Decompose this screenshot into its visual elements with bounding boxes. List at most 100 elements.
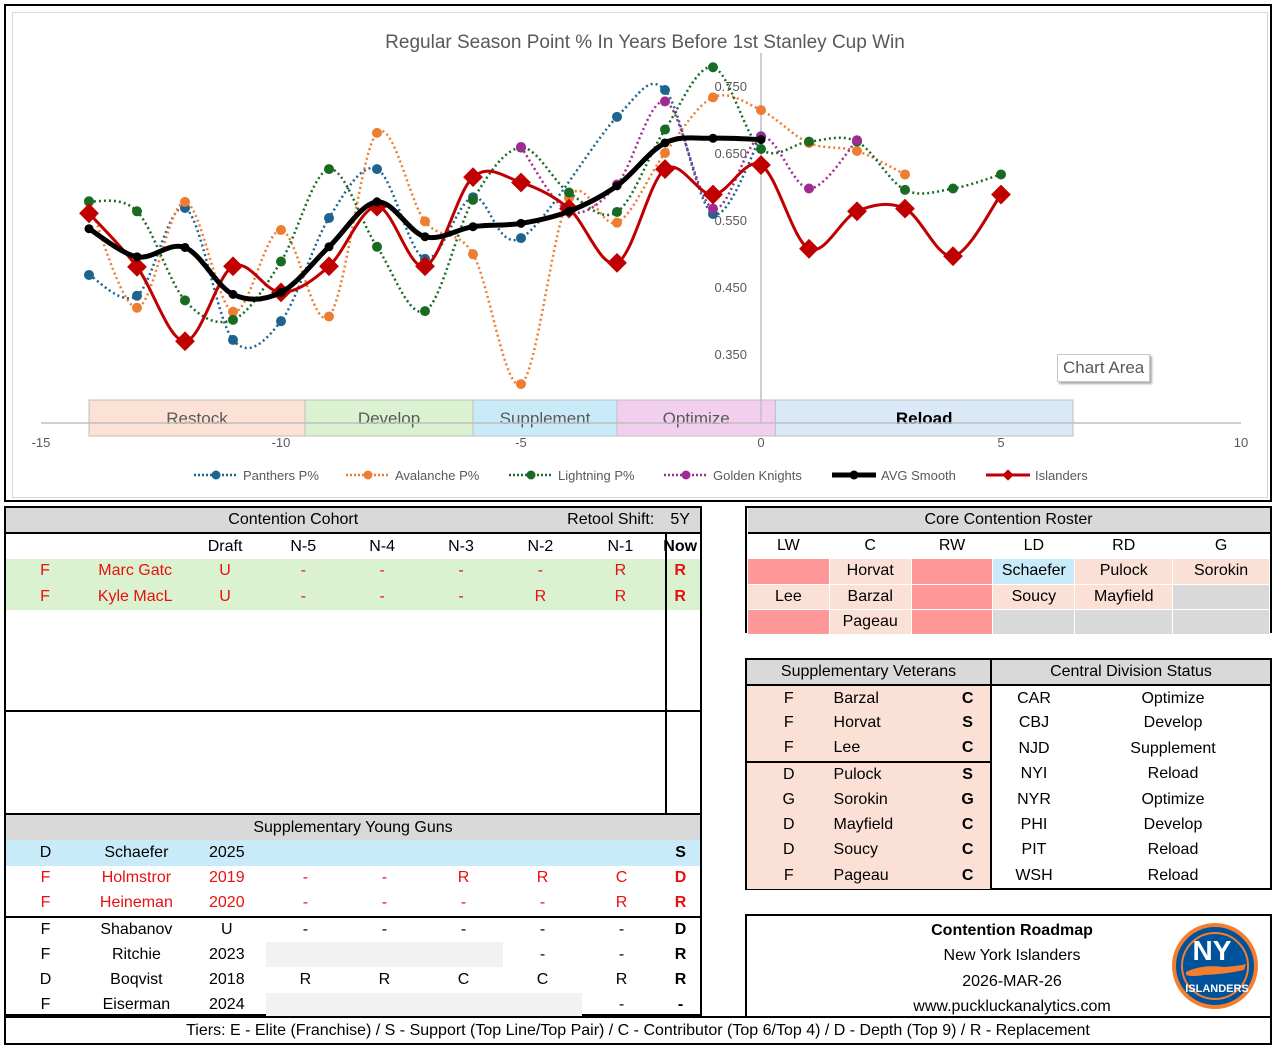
website-link[interactable]: www.puckluckanalytics.com	[913, 998, 1111, 1015]
data-point[interactable]	[516, 233, 526, 244]
data-point[interactable]	[84, 224, 94, 234]
data-point[interactable]	[660, 96, 670, 107]
data-point[interactable]	[84, 196, 94, 207]
data-point[interactable]	[132, 206, 142, 217]
division-row[interactable]: NJD Supplement	[992, 736, 1270, 761]
data-point[interactable]	[324, 212, 334, 223]
division-row[interactable]: PHI Develop	[992, 812, 1270, 837]
data-point[interactable]	[996, 169, 1006, 180]
division-row[interactable]: WSH Reload	[992, 863, 1270, 888]
cohort-row[interactable]: F Kyle MacL U - - - R R R	[6, 584, 700, 610]
data-point[interactable]	[228, 334, 238, 345]
roster-cell[interactable]	[910, 609, 994, 636]
data-point[interactable]	[756, 135, 766, 145]
data-point[interactable]	[900, 184, 910, 195]
data-point[interactable]	[516, 141, 526, 152]
division-row[interactable]: CBJ Develop	[992, 711, 1270, 736]
series-line[interactable]	[519, 100, 858, 214]
roster-cell[interactable]	[747, 609, 830, 636]
roster-cell[interactable]: Lee	[747, 583, 830, 611]
young-gun-row[interactable]: F Eiserman 2024 - -	[6, 992, 700, 1019]
data-point[interactable]	[175, 331, 195, 352]
roster-cell[interactable]: Schaefer	[992, 558, 1076, 585]
roster-cell[interactable]	[1172, 609, 1270, 636]
roster-cell[interactable]: Pageau	[828, 609, 912, 636]
data-point[interactable]	[948, 183, 958, 194]
series-line[interactable]	[87, 94, 906, 386]
division-row[interactable]: NYI Reload	[992, 762, 1270, 787]
roster-cell[interactable]: Barzal	[828, 583, 912, 611]
young-gun-row[interactable]: F Heineman 2020 - - - - R R	[6, 891, 700, 916]
data-point[interactable]	[991, 184, 1011, 205]
data-point[interactable]	[468, 249, 478, 260]
data-point[interactable]	[132, 252, 142, 262]
data-point[interactable]	[660, 138, 670, 148]
series-line[interactable]	[87, 162, 1003, 343]
data-point[interactable]	[612, 217, 622, 228]
data-point[interactable]	[852, 145, 862, 156]
veteran-row[interactable]: F Pageau C	[747, 863, 991, 889]
data-point[interactable]	[228, 289, 238, 299]
division-row[interactable]: PIT Reload	[992, 838, 1270, 863]
data-point[interactable]	[324, 164, 334, 175]
data-point[interactable]	[324, 311, 334, 322]
data-point[interactable]	[607, 252, 627, 273]
data-point[interactable]	[132, 290, 142, 301]
data-point[interactable]	[180, 196, 190, 207]
data-point[interactable]	[372, 164, 382, 175]
legend-item[interactable]: AVG Smooth	[832, 468, 956, 483]
data-point[interactable]	[84, 269, 94, 280]
division-row[interactable]: NYR Optimize	[992, 787, 1270, 812]
young-gun-row[interactable]: F Ritchie 2023 - - R	[6, 941, 700, 968]
young-gun-row[interactable]: D Boqvist 2018 R R C C R R	[6, 967, 700, 992]
data-point[interactable]	[372, 241, 382, 252]
data-point[interactable]	[612, 181, 622, 191]
cohort-row[interactable]: F Marc Gatc U - - - - R R	[6, 558, 700, 585]
data-point[interactable]	[319, 256, 339, 277]
data-point[interactable]	[228, 314, 238, 325]
data-point[interactable]	[612, 111, 622, 122]
veteran-row[interactable]: D Pulock S	[747, 761, 991, 787]
data-point[interactable]	[420, 232, 430, 242]
data-point[interactable]	[420, 216, 430, 227]
legend-item[interactable]: Avalanche P%	[346, 468, 480, 483]
roster-cell[interactable]: Soucy	[992, 583, 1076, 611]
legend-item[interactable]: Lightning P%	[509, 468, 635, 483]
roster-cell[interactable]	[910, 583, 994, 611]
young-gun-row[interactable]: F Shabanov U - - - - - D	[6, 916, 700, 942]
data-point[interactable]	[708, 203, 718, 214]
data-point[interactable]	[660, 148, 670, 158]
veteran-row[interactable]: G Sorokin G	[747, 786, 991, 813]
legend-item[interactable]: Golden Knights	[664, 468, 802, 483]
chart-area[interactable]: Regular Season Point % In Years Before 1…	[12, 12, 1268, 498]
roster-cell[interactable]	[1074, 609, 1174, 636]
retool-shift-value[interactable]: 5Y	[670, 511, 690, 529]
data-point[interactable]	[324, 242, 334, 252]
data-point[interactable]	[132, 302, 142, 313]
data-point[interactable]	[468, 222, 478, 232]
data-point[interactable]	[180, 242, 190, 252]
data-point[interactable]	[804, 136, 814, 147]
data-point[interactable]	[708, 62, 718, 73]
data-point[interactable]	[468, 194, 478, 205]
data-point[interactable]	[276, 287, 286, 297]
young-gun-row[interactable]: F Holmstror 2019 - - R R C D	[6, 866, 700, 891]
data-point[interactable]	[900, 169, 910, 180]
data-point[interactable]	[180, 295, 190, 306]
veteran-row[interactable]: D Soucy C	[747, 837, 991, 864]
roster-cell[interactable]: Sorokin	[1172, 558, 1270, 585]
veteran-row[interactable]: F Barzal C	[747, 685, 991, 711]
data-point[interactable]	[372, 127, 382, 138]
data-point[interactable]	[756, 105, 766, 116]
data-point[interactable]	[463, 167, 483, 188]
data-point[interactable]	[276, 316, 286, 327]
data-point[interactable]	[276, 256, 286, 267]
data-point[interactable]	[703, 184, 723, 205]
data-point[interactable]	[804, 183, 814, 194]
veteran-row[interactable]: D Mayfield C	[747, 812, 991, 838]
data-point[interactable]	[660, 85, 670, 96]
young-gun-row[interactable]: D Schaefer 2025 S	[6, 840, 700, 866]
legend-item[interactable]: Panthers P%	[194, 468, 319, 483]
data-point[interactable]	[660, 124, 670, 135]
data-point[interactable]	[420, 306, 430, 317]
